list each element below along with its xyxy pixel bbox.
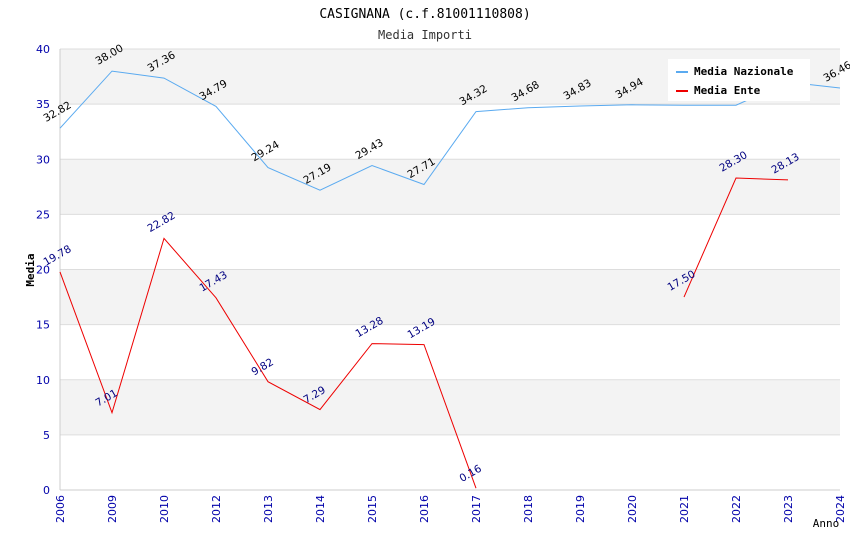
x-tick-label: 2012 (210, 495, 223, 523)
legend-box (668, 59, 810, 101)
y-tick-label: 30 (36, 153, 50, 166)
chart-title: CASIGNANA (c.f.81001110808) (319, 7, 530, 22)
series-line-nazionale (59, 70, 841, 191)
grid-band (60, 379, 840, 435)
y-tick-label: 5 (43, 429, 50, 442)
grid-band (60, 104, 840, 160)
legend: Media Nazionale Media Ente (668, 59, 810, 101)
x-tick-label: 2021 (678, 495, 691, 523)
grid-band (60, 214, 840, 270)
grid-bands (60, 48, 840, 491)
y-tick-labels: 0 5 10 15 20 25 30 35 40 (36, 43, 50, 497)
grid-band (60, 324, 840, 380)
series-lines (59, 70, 841, 489)
x-tick-label: 2013 (262, 495, 275, 523)
chart-subtitle: Media Importi (378, 28, 472, 42)
grid-band (60, 159, 840, 215)
grid-band (60, 269, 840, 325)
y-tick-label: 15 (36, 319, 50, 332)
x-tick-label: 2022 (730, 495, 743, 523)
x-tick-label: 2006 (54, 495, 67, 523)
x-tick-label: 2016 (418, 495, 431, 523)
series-line-ente (59, 237, 477, 489)
y-tick-label: 20 (36, 264, 50, 277)
x-tick-label: 2014 (314, 495, 327, 523)
x-tick-labels: 2006 2009 2010 2012 2013 2014 2015 2016 2017 2018… (54, 495, 847, 523)
grid-band (60, 434, 840, 490)
x-tick-label: 2023 (782, 495, 795, 523)
legend-label-ente: Media Ente (694, 84, 761, 97)
x-tick-label: 2019 (574, 495, 587, 523)
x-tick-label: 2020 (626, 495, 639, 523)
x-tick-label: 2009 (106, 495, 119, 523)
y-tick-label: 25 (36, 208, 50, 221)
y-tick-label: 35 (36, 98, 50, 111)
y-tick-label: 0 (43, 484, 50, 497)
legend-label-nazionale: Media Nazionale (694, 65, 794, 78)
series-line-ente (683, 177, 789, 298)
axes (59, 49, 840, 491)
y-tick-label: 40 (36, 43, 50, 56)
y-axis-label: Media (24, 253, 37, 286)
x-tick-label: 2015 (366, 495, 379, 523)
x-tick-label: 2010 (158, 495, 171, 523)
x-tick-label: 2017 (470, 495, 483, 523)
y-tick-label: 10 (36, 374, 50, 387)
x-tick-label: 2024 (834, 495, 847, 523)
x-tick-label: 2018 (522, 495, 535, 523)
x-axis-label: Anno (813, 517, 840, 530)
